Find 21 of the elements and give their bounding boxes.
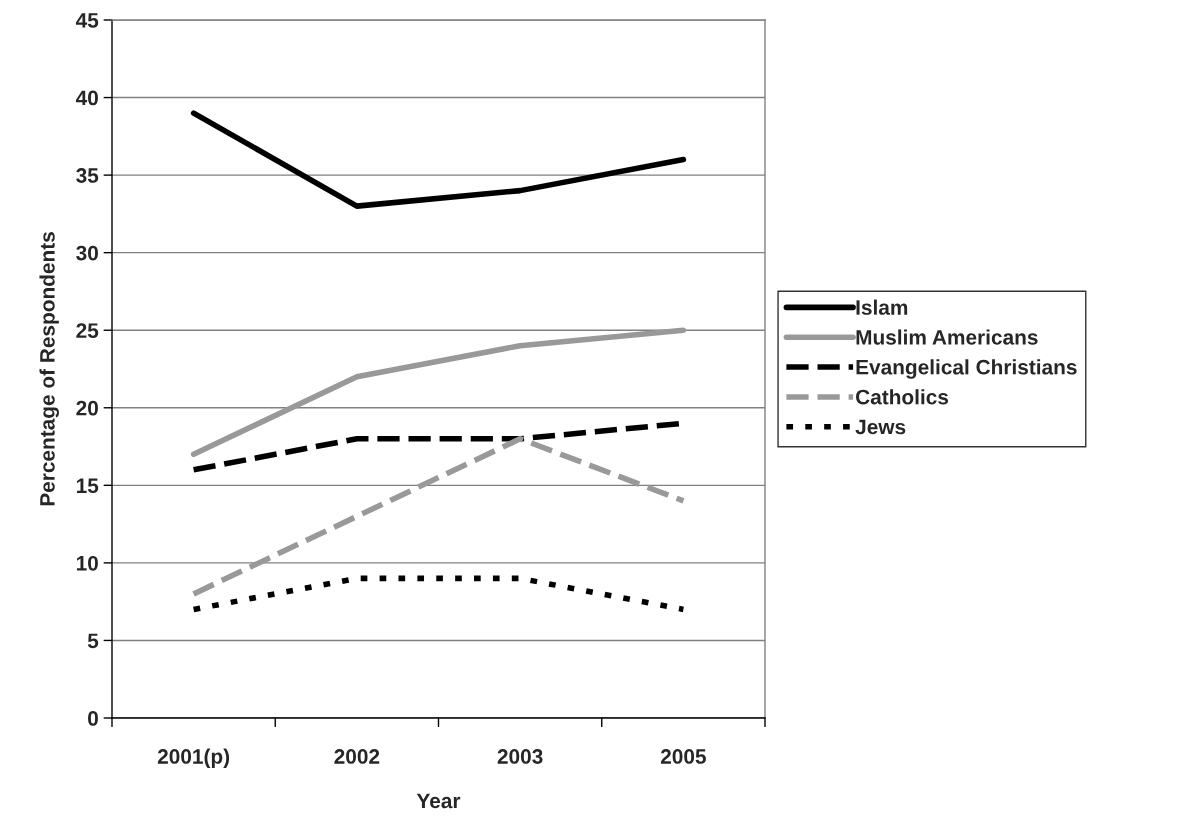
y-axis-title: Percentage of Respondents: [39, 232, 59, 506]
y-tick-label: 15: [76, 478, 99, 494]
x-tick-label: 2003: [497, 749, 543, 764]
y-tick-label: 10: [76, 555, 98, 571]
x-tick-label: 2002: [334, 749, 380, 764]
legend-label: Catholics: [856, 389, 949, 405]
y-tick-label: 5: [87, 633, 99, 649]
y-tick-label: 0: [88, 711, 98, 726]
x-tick-label: 2005: [660, 749, 706, 764]
legend-label: Islam: [856, 299, 908, 315]
x-axis-title: Year: [416, 793, 461, 809]
legend-label: Muslim Americans: [856, 329, 1038, 345]
y-tick-label: 40: [75, 90, 98, 106]
legend-label: Jews: [855, 419, 906, 435]
y-tick-label: 25: [76, 323, 99, 338]
y-tick-label: 45: [75, 13, 99, 28]
legend-label: Evangelical Christians: [856, 359, 1077, 379]
y-tick-label: 35: [76, 168, 99, 183]
y-tick-label: 20: [76, 400, 98, 416]
y-tick-label: 30: [76, 245, 98, 261]
x-tick-label: 2001(p): [157, 748, 230, 768]
